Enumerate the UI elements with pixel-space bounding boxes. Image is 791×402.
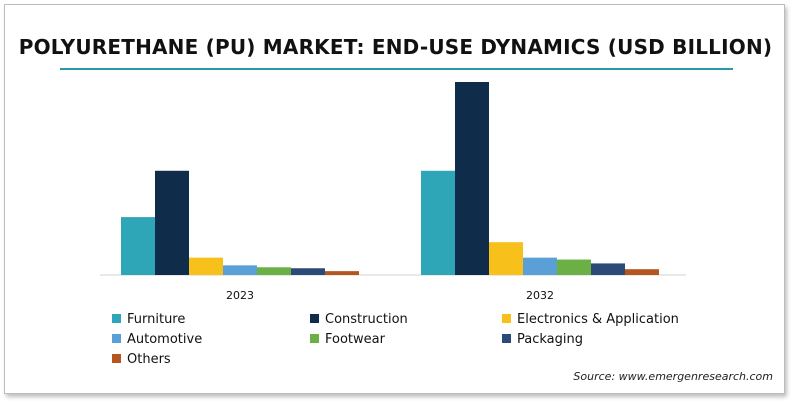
chart-frame: POLYURETHANE (PU) MARKET: END-USE DYNAMI… bbox=[4, 4, 785, 394]
bar-construction-2023 bbox=[155, 170, 189, 275]
bar-furniture-2032 bbox=[421, 170, 455, 275]
source-note: Source: www.emergenresearch.com bbox=[573, 370, 773, 383]
legend-item-construction: Construction bbox=[310, 312, 408, 327]
bar-construction-2032 bbox=[455, 82, 489, 275]
legend-label-others: Others bbox=[127, 352, 171, 367]
legend-item-others: Others bbox=[112, 352, 171, 367]
legend-swatch-automotive bbox=[112, 334, 121, 343]
legend-label-electronics-application: Electronics & Application bbox=[517, 312, 679, 327]
bar-packaging-2023 bbox=[291, 268, 325, 275]
bar-automotive-2032 bbox=[523, 257, 557, 275]
bar-automotive-2023 bbox=[223, 265, 257, 275]
chart-legend: Furniture Construction Electronics & Appli… bbox=[112, 312, 712, 372]
legend-label-packaging: Packaging bbox=[517, 332, 583, 347]
bar-others-2032 bbox=[625, 269, 659, 275]
bar-footwear-2032 bbox=[557, 259, 591, 275]
legend-swatch-furniture bbox=[112, 314, 121, 323]
legend-swatch-packaging bbox=[502, 334, 511, 343]
bar-footwear-2023 bbox=[257, 267, 291, 275]
x-tick-label-2023: 2023 bbox=[226, 289, 254, 302]
legend-item-footwear: Footwear bbox=[310, 332, 385, 347]
chart-title: POLYURETHANE (PU) MARKET: END-USE DYNAMI… bbox=[18, 35, 773, 59]
bar-others-2023 bbox=[325, 271, 359, 275]
legend-swatch-footwear bbox=[310, 334, 319, 343]
legend-swatch-construction bbox=[310, 314, 319, 323]
legend-label-automotive: Automotive bbox=[127, 332, 203, 347]
bar-electronics-application-2032 bbox=[489, 242, 523, 275]
bar-furniture-2023 bbox=[121, 217, 155, 275]
legend-swatch-electronics-application bbox=[502, 314, 511, 323]
title-underline bbox=[60, 68, 733, 70]
legend-label-footwear: Footwear bbox=[325, 332, 385, 347]
legend-item-electronics-application: Electronics & Application bbox=[502, 312, 679, 327]
legend-item-packaging: Packaging bbox=[502, 332, 583, 347]
bar-packaging-2032 bbox=[591, 263, 625, 275]
legend-label-furniture: Furniture bbox=[127, 312, 186, 327]
bar-electronics-application-2023 bbox=[189, 257, 223, 275]
x-tick-label-2032: 2032 bbox=[526, 289, 554, 302]
legend-item-furniture: Furniture bbox=[112, 312, 185, 327]
legend-item-automotive: Automotive bbox=[112, 332, 202, 347]
legend-swatch-others bbox=[112, 354, 121, 363]
legend-label-construction: Construction bbox=[325, 312, 408, 327]
